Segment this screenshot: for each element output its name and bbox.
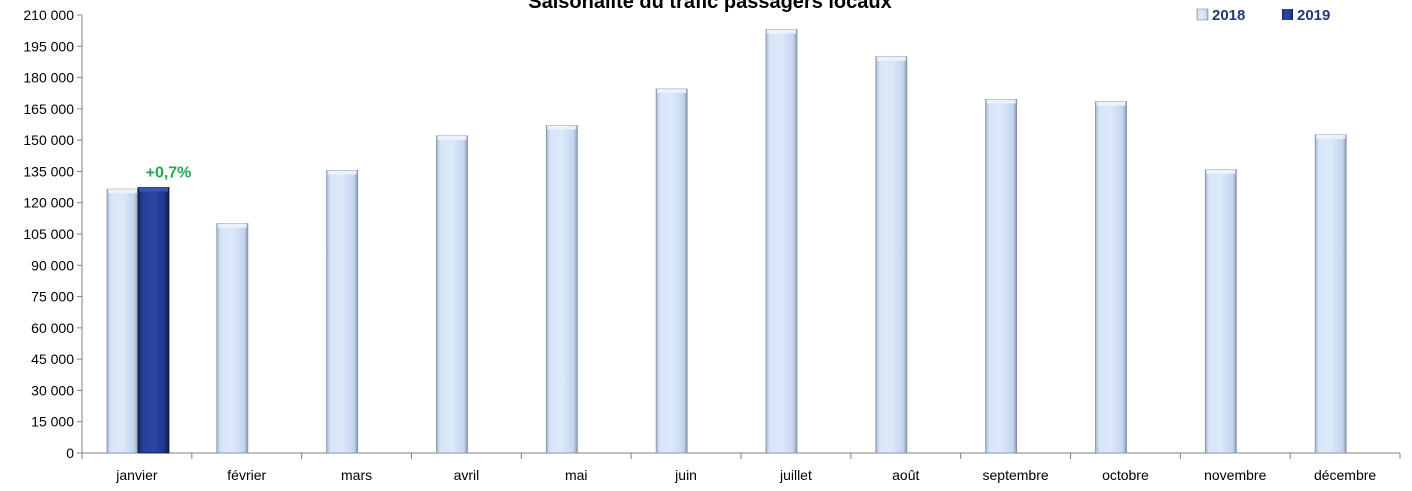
x-tick-label: novembre (1204, 467, 1266, 483)
bar-top-highlight (1206, 169, 1236, 174)
bar-2018-décembre (1314, 134, 1347, 454)
annotations: +0,7% (146, 164, 192, 181)
y-tick-label: 195 000 (23, 38, 74, 54)
bar-2018-septembre (985, 99, 1018, 454)
y-tick-label: 120 000 (23, 195, 74, 211)
bar-2019-janvier (137, 187, 170, 454)
chart-title: Saisonalité du trafic passagers locaux (528, 0, 891, 13)
legend: 2018 2019 (1196, 7, 1330, 24)
y-tick-label: 30 000 (31, 382, 74, 398)
y-tick-label: 0 (66, 445, 74, 461)
bar-2018-avril (436, 135, 468, 454)
legend-label-2019: 2019 (1297, 7, 1330, 24)
x-tick-label: avril (454, 467, 480, 483)
bar-top-highlight (139, 187, 168, 192)
bar-2018-novembre (1204, 169, 1237, 454)
y-tick-label: 165 000 (23, 101, 74, 117)
bar-2018-octobre (1095, 101, 1127, 454)
bar-2018-juin (655, 88, 688, 454)
x-tick-label: octobre (1102, 467, 1149, 483)
bar-top-highlight (547, 125, 577, 130)
y-tick-label: 135 000 (23, 163, 74, 179)
bar-top-highlight (767, 29, 796, 34)
bar-2018-janvier (106, 188, 139, 454)
x-axis: janvier février mars avril mai juin juillet aoû… (81, 452, 1401, 483)
legend-label-2018: 2018 (1212, 7, 1245, 24)
bar-2018-août (875, 56, 908, 454)
y-tick-label: 45 000 (31, 351, 74, 367)
y-tick-label: 75 000 (31, 289, 74, 305)
x-tick-label: décembre (1314, 467, 1376, 483)
x-tick-label: février (227, 467, 266, 483)
bars (106, 29, 1347, 454)
x-tick-label: mars (341, 467, 372, 483)
bar-2018-février (216, 223, 249, 454)
y-tick-label: 15 000 (31, 414, 74, 430)
bar-2018-juillet (765, 29, 798, 454)
bar-2018-mars (326, 169, 359, 454)
annotation-label: +0,7% (146, 164, 192, 181)
legend-swatch-2019 (1282, 9, 1293, 20)
bar-2018-mai (545, 125, 578, 454)
x-tick-label: août (892, 467, 919, 483)
y-tick-label: 210 000 (23, 7, 74, 23)
x-tick-label: juillet (779, 467, 812, 483)
x-tick-label: janvier (115, 467, 158, 483)
legend-swatch-2018 (1196, 8, 1209, 21)
y-tick-label: 105 000 (23, 226, 74, 242)
bar-top-highlight (437, 135, 467, 140)
bar-top-highlight (876, 56, 906, 61)
bar-top-highlight (657, 89, 687, 94)
y-tick-label: 60 000 (31, 320, 74, 336)
x-tick-label: septembre (983, 467, 1049, 483)
y-tick-label: 150 000 (23, 132, 74, 148)
bar-top-highlight (986, 99, 1016, 104)
y-tick-label: 180 000 (23, 70, 74, 86)
x-tick-label: mai (565, 467, 588, 483)
y-axis: 0 15 000 30 000 45 000 60 000 75 000 90 000 105… (23, 7, 83, 461)
bar-top-highlight (1096, 101, 1126, 106)
bar-top-highlight (327, 170, 357, 175)
bar-top-highlight (217, 223, 247, 228)
bar-top-highlight (1316, 134, 1346, 139)
x-tick-label: juin (674, 467, 697, 483)
y-tick-label: 90 000 (31, 257, 74, 273)
bar-top-highlight (108, 189, 137, 194)
